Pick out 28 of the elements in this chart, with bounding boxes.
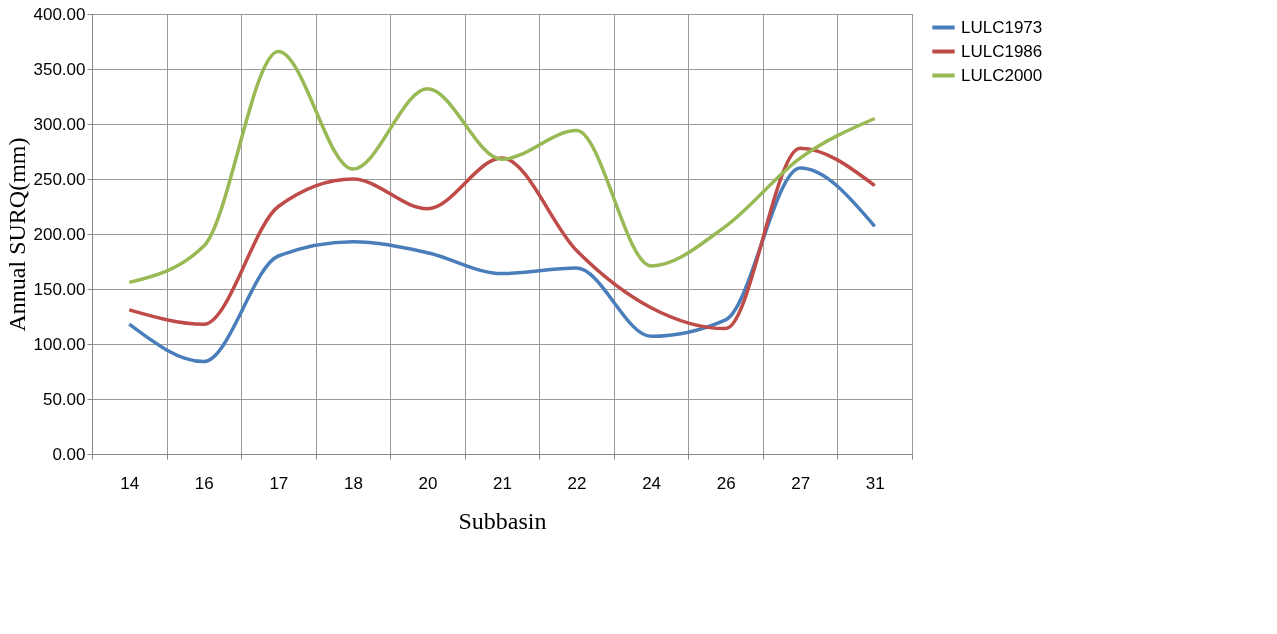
y-tick-label: 200.00	[33, 224, 86, 244]
y-tick-label: 150.00	[33, 279, 86, 299]
x-tick-label: 17	[269, 473, 289, 493]
legend-label: LULC1973	[961, 17, 1043, 37]
x-tick-label: 26	[716, 473, 736, 493]
y-tick-label: 0.00	[52, 444, 86, 464]
x-axis-title: Subbasin	[458, 507, 547, 534]
y-axis-title: Annual SURQ(mm)	[3, 137, 30, 332]
x-tick-label: 21	[493, 473, 512, 493]
y-tick-label: 400.00	[33, 4, 86, 24]
x-tick-label: 18	[343, 473, 363, 493]
x-tick-label: 31	[865, 473, 885, 493]
x-tick-label: 24	[642, 473, 662, 493]
line-series	[127, 166, 877, 364]
y-tick-label: 300.00	[33, 114, 86, 134]
y-tick-label: 50.00	[42, 389, 86, 409]
x-tick-label: 14	[120, 473, 140, 493]
y-tick-label: 350.00	[33, 59, 86, 79]
x-tick-label: 27	[791, 473, 811, 493]
y-tick-label: 250.00	[33, 169, 86, 189]
legend-label: LULC2000	[961, 65, 1043, 85]
x-tick-label: 16	[194, 473, 214, 493]
x-tick-label: 20	[418, 473, 438, 493]
y-tick-label: 100.00	[33, 334, 86, 354]
x-tick-label: 22	[567, 473, 587, 493]
line-series	[127, 49, 877, 285]
line-series	[127, 146, 877, 331]
legend-label: LULC1986	[961, 41, 1043, 61]
